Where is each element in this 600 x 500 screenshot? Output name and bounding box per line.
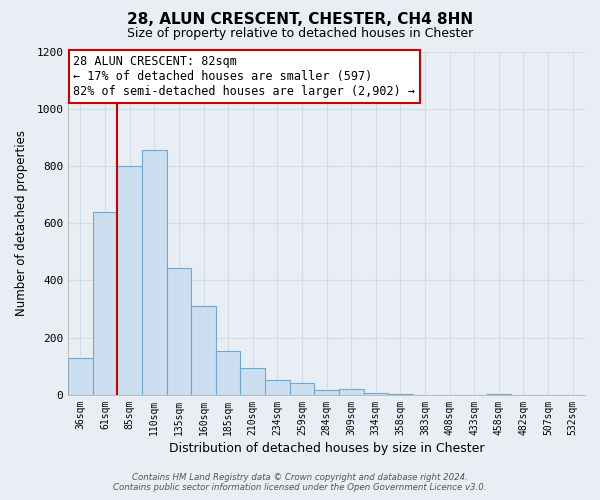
Bar [314, 390, 339, 395]
Bar [265, 380, 290, 395]
Bar [118, 166, 142, 395]
Bar [388, 394, 413, 395]
Bar [216, 350, 241, 395]
Text: 28, ALUN CRESCENT, CHESTER, CH4 8HN: 28, ALUN CRESCENT, CHESTER, CH4 8HN [127, 12, 473, 28]
Bar [167, 268, 191, 395]
Text: Size of property relative to detached houses in Chester: Size of property relative to detached ho… [127, 28, 473, 40]
Bar [364, 392, 388, 395]
Bar [191, 306, 216, 395]
X-axis label: Distribution of detached houses by size in Chester: Distribution of detached houses by size … [169, 442, 484, 455]
Bar [339, 388, 364, 395]
Text: Contains HM Land Registry data © Crown copyright and database right 2024.
Contai: Contains HM Land Registry data © Crown c… [113, 473, 487, 492]
Bar [241, 368, 265, 395]
Bar [487, 394, 511, 395]
Bar [290, 383, 314, 395]
Bar [93, 212, 118, 395]
Bar [68, 358, 93, 395]
Y-axis label: Number of detached properties: Number of detached properties [15, 130, 28, 316]
Bar [142, 150, 167, 395]
Text: 28 ALUN CRESCENT: 82sqm
← 17% of detached houses are smaller (597)
82% of semi-d: 28 ALUN CRESCENT: 82sqm ← 17% of detache… [73, 55, 415, 98]
